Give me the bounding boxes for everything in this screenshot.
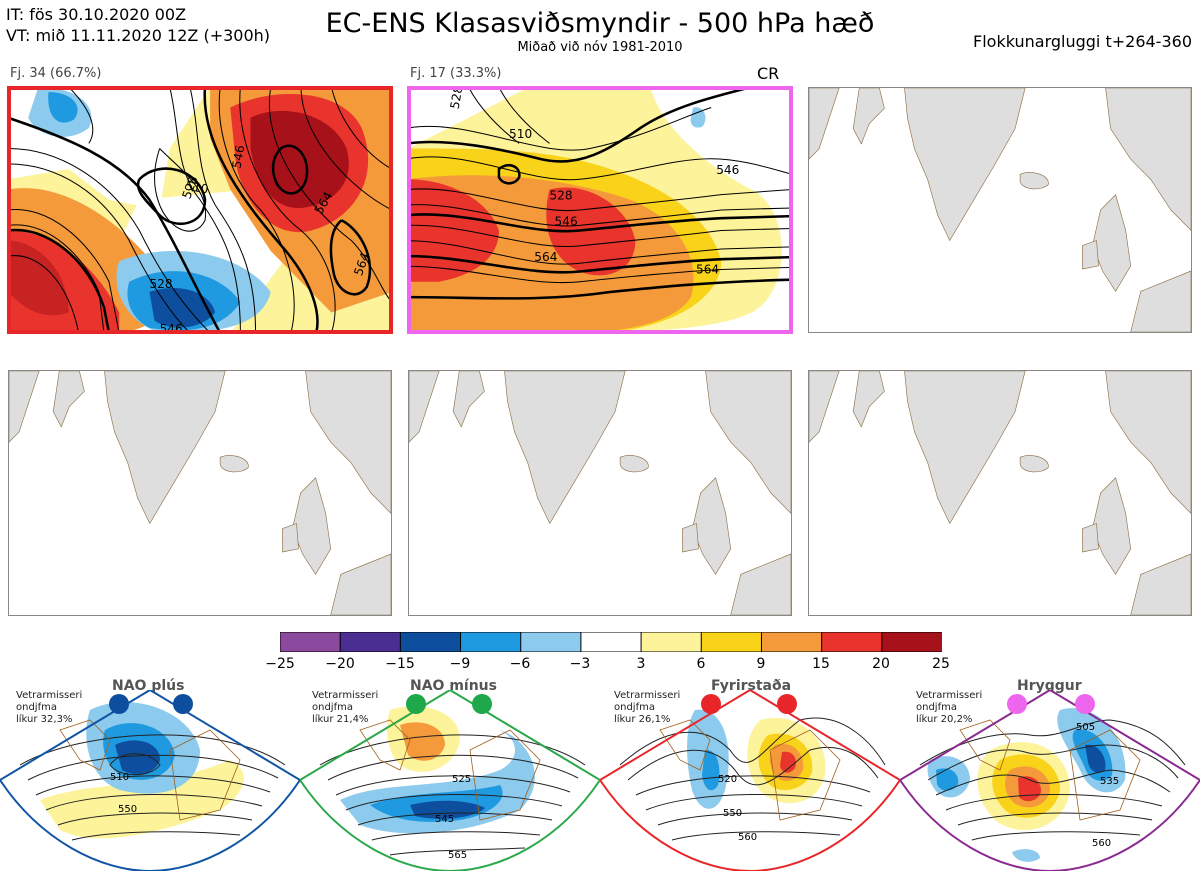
regime-contour-label: 560 (1092, 838, 1111, 849)
regime-marker-dot (701, 694, 721, 714)
regime-title: Fyrirstaða (711, 678, 792, 694)
panel-1-contour-label: 546 (230, 144, 248, 170)
regime-contour-label: 565 (448, 850, 467, 861)
regime-contour-label: 520 (718, 774, 737, 785)
panel-1-contour-label: 528 (149, 277, 172, 291)
regime-note-line: líkur 26,1% (614, 714, 671, 725)
regime-marker-dot (1007, 694, 1027, 714)
panel-2-contour-label: 528 (448, 87, 466, 110)
colorbar-swatch (580, 631, 643, 653)
init-time: IT: fös 30.10.2020 00Z (6, 5, 187, 24)
regime-contour-label: 545 (435, 814, 454, 825)
colorbar-swatch (520, 631, 582, 653)
colorbar-tick-label: 15 (812, 656, 830, 672)
panel-2-contour-label: 510 (509, 127, 532, 141)
panel-2-contour-label: 564 (696, 262, 719, 276)
run-info: IT: fös 30.10.2020 00Z VT: mið 11.11.202… (6, 4, 270, 46)
panel-2-contour-label: 546 (555, 214, 578, 228)
regime-note-line: Vetrarmisseri (614, 690, 681, 701)
cluster-map-6 (808, 370, 1192, 616)
regime-note: Vetrarmisseri ondjfma líkur 20,2% (916, 690, 982, 726)
regime-note-line: ondjfma (614, 702, 655, 713)
colorbar-tick-label: −15 (385, 656, 415, 672)
cluster-map-4 (8, 370, 392, 616)
regime-marker-dot (173, 694, 193, 714)
regime-note-line: ondjfma (916, 702, 957, 713)
colorbar-tick-label: 20 (872, 656, 890, 672)
colorbar-tick-label: 9 (756, 656, 766, 672)
colorbar (279, 631, 944, 653)
regime-contour-label: 505 (1076, 722, 1095, 733)
regime-marker-dot (406, 694, 426, 714)
colorbar-swatch (760, 631, 823, 653)
regime-contour-label: 510 (110, 772, 129, 783)
colorbar-tick-label: −9 (449, 656, 471, 672)
clustering-window: Flokkunargluggi t+264-360 (973, 32, 1192, 51)
regime-note: Vetrarmisseri ondjfma líkur 26,1% (614, 690, 680, 726)
regime-marker-dot (472, 694, 492, 714)
regime-contour-label: 525 (452, 774, 471, 785)
regime-contour-label: 535 (1100, 776, 1119, 787)
regime-marker-dot (777, 694, 797, 714)
regime-note-line: ondjfma (16, 702, 57, 713)
regime-note-line: Vetrarmisseri (312, 690, 379, 701)
regime-title: Hryggur (1017, 678, 1082, 694)
regime-contour-label: 550 (723, 808, 742, 819)
panel-1-contour-label: 546 (160, 322, 183, 333)
cluster-2-frame (407, 86, 793, 334)
regime-note-line: Vetrarmisseri (16, 690, 83, 701)
cluster-map-2: 528 510 528 546 546 564 564 (408, 87, 792, 333)
colorbar-swatch (700, 631, 763, 653)
colorbar-swatch (399, 631, 462, 653)
regime-note-line: ondjfma (312, 702, 353, 713)
colorbar-swatches (279, 631, 944, 653)
panel-2-label: Fj. 17 (33.3%) (410, 66, 502, 81)
panel-1-label: Fj. 34 (66.7%) (10, 66, 102, 81)
panel-2-regime-tag: CR (757, 64, 780, 83)
regime-note: Vetrarmisseri ondjfma líkur 21,4% (312, 690, 378, 726)
page-subtitle: Miðað við nóv 1981-2010 (517, 40, 683, 55)
colorbar-swatch (339, 631, 402, 653)
colorbar-tick-label: 25 (932, 656, 950, 672)
page-title: EC-ENS Klasasviðsmyndir - 500 hPa hæð (325, 8, 875, 39)
colorbar-tick-label: 6 (696, 656, 706, 672)
regime-note-line: líkur 21,4% (312, 714, 369, 725)
colorbar-swatch (279, 631, 342, 653)
colorbar-swatch (821, 631, 883, 653)
regime-marker-dot (109, 694, 129, 714)
regime-note-line: líkur 32,3% (16, 714, 73, 725)
regime-contour-label: 560 (738, 832, 757, 843)
cluster-map-1: 528 510 546 564 528 546 564 (8, 87, 392, 333)
panel-1-contour-label: 510 (184, 179, 209, 197)
panel-2-contour-label: 528 (549, 189, 572, 203)
regime-marker-dot (1075, 694, 1095, 714)
cluster-map-5 (408, 370, 792, 616)
colorbar-swatch (460, 631, 522, 653)
colorbar-tick-label: −6 (509, 656, 531, 672)
panel-2-contour-label: 546 (716, 163, 739, 177)
regime-title: NAO mínus (410, 678, 497, 694)
colorbar-tick-label: −20 (325, 656, 355, 672)
colorbar-swatch (640, 631, 703, 653)
cluster-1-frame (7, 86, 393, 334)
colorbar-tick-label: −3 (569, 656, 591, 672)
colorbar-tick-label: −25 (265, 656, 295, 672)
regime-title: NAO plús (112, 678, 185, 694)
cluster-map-3 (808, 87, 1192, 333)
colorbar-swatch (881, 631, 944, 653)
regime-note-line: Vetrarmisseri (916, 690, 983, 701)
panel-2-contour-label: 564 (534, 250, 557, 264)
regime-note-line: líkur 20,2% (916, 714, 973, 725)
regime-contour-label: 550 (118, 804, 137, 815)
colorbar-tick-label: 3 (636, 656, 646, 672)
regime-note: Vetrarmisseri ondjfma líkur 32,3% (16, 690, 82, 726)
valid-time: VT: mið 11.11.2020 12Z (+300h) (6, 26, 271, 45)
